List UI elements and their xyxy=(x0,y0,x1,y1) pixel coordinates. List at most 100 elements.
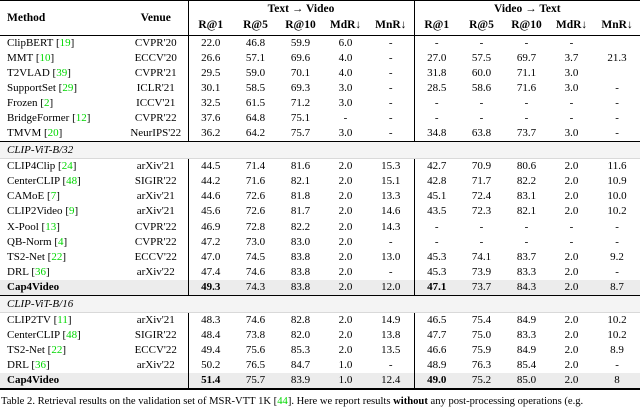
metric-cell: 12.4 xyxy=(368,373,415,390)
section-title: CLIP-ViT-B/32 xyxy=(0,141,640,160)
citation-bracket: ] xyxy=(49,96,54,109)
metric-cell: 75.4 xyxy=(471,314,492,326)
metric-cell: 2.0 xyxy=(564,175,579,188)
method-name: CLIP4Clip xyxy=(7,160,56,173)
metric-cell: - xyxy=(479,220,484,233)
venue-cell: arXiv'21 xyxy=(136,190,175,203)
citation-link[interactable]: 48 xyxy=(66,329,78,342)
header-metric-row: R@1 R@5 R@10 MdR↓ MnR↓ R@1 R@5 R@10 MdR↓ MnR↓ xyxy=(0,17,640,35)
citation-bracket: [ xyxy=(44,250,52,263)
citation-bracket: [ xyxy=(59,329,67,342)
citation-link[interactable]: 4 xyxy=(58,235,64,248)
metric-cell: 72.4 xyxy=(471,190,492,203)
metric-cell: 14.3 xyxy=(381,220,401,233)
venue-cell: CVPR'22 xyxy=(134,220,177,233)
metric-cell: 70.9 xyxy=(471,160,492,173)
metric-cell: - xyxy=(524,96,529,109)
metric-cell: 10.0 xyxy=(607,190,627,203)
citation-link[interactable]: 10 xyxy=(39,51,51,64)
table-row: TS2-Net [22] ECCV'22 49.4 75.6 85.3 2.0 13.5 46… xyxy=(0,343,640,359)
citation-link[interactable]: 13 xyxy=(45,220,57,233)
table-row: CAMoE [7] arXiv'21 44.6 72.6 81.8 2.0 13.3 45.1… xyxy=(0,189,640,205)
metric-cell: 51.4 xyxy=(187,373,233,390)
citation-link[interactable]: 22 xyxy=(51,344,63,357)
venue-cell: arXiv'21 xyxy=(136,314,175,326)
metric-cell: 84.7 xyxy=(290,359,311,372)
metric-cell: 2.0 xyxy=(338,205,353,218)
method-name: Cap4Video xyxy=(7,374,60,387)
method-name: Frozen xyxy=(7,96,38,109)
citation-link[interactable]: 12 xyxy=(75,111,87,124)
citation-link[interactable]: 44 xyxy=(277,396,288,408)
metric-cell: 14.9 xyxy=(381,314,401,326)
citation-link[interactable]: 2 xyxy=(43,96,50,109)
venue-cell: arXiv'22 xyxy=(136,265,175,278)
metric-cell: 9.2 xyxy=(610,250,624,263)
metric-cell: 85.0 xyxy=(504,373,550,390)
metric-cell: - xyxy=(524,220,529,233)
citation-link[interactable]: 29 xyxy=(62,81,74,94)
metric-cell: - xyxy=(615,220,619,233)
method-name: CenterCLIP xyxy=(7,329,60,342)
metric-cell: 2.0 xyxy=(338,250,353,263)
citation-link[interactable]: 7 xyxy=(50,190,57,203)
metric-cell xyxy=(594,66,640,81)
citation-link[interactable]: 20 xyxy=(47,127,59,140)
table-row: ClipBERT [19] CVPR'20 22.0 46.8 59.9 6.0 - - - - - xyxy=(0,35,640,51)
metric-cell: 74.6 xyxy=(245,314,266,326)
venue-cell: ICLR'21 xyxy=(136,81,175,94)
citation-link[interactable]: 48 xyxy=(66,175,78,188)
metric-cell: 58.6 xyxy=(471,81,492,94)
metric-cell: - xyxy=(569,111,574,124)
citation-bracket: [ xyxy=(69,111,76,124)
metric-cell: 73.7 xyxy=(459,279,505,296)
metric-cell: - xyxy=(413,35,460,51)
method-name: CenterCLIP xyxy=(7,175,60,188)
col-header-metric: MdR↓ xyxy=(329,19,362,32)
metric-cell: 46.8 xyxy=(245,36,266,49)
citation-link[interactable]: 11 xyxy=(57,314,68,326)
citation-bracket: ] xyxy=(77,329,81,342)
method-name: DRL xyxy=(7,359,29,372)
metric-cell: 81.8 xyxy=(290,190,311,203)
metric-cell: 71.7 xyxy=(471,175,492,188)
metric-cell: 76.3 xyxy=(471,359,492,372)
citation-link[interactable]: 39 xyxy=(56,66,68,79)
citation-link[interactable]: 24 xyxy=(61,160,73,173)
metric-cell: 71.6 xyxy=(516,81,537,94)
metric-cell: 49.0 xyxy=(413,373,460,390)
metric-cell: 2.0 xyxy=(323,279,368,296)
metric-cell: 2.0 xyxy=(564,160,579,173)
metric-cell: - xyxy=(388,66,393,79)
metric-cell: 83.8 xyxy=(278,279,323,296)
metric-cell: 57.5 xyxy=(471,51,492,64)
venue-cell: ECCV'20 xyxy=(134,51,177,64)
venue-cell: CVPR'21 xyxy=(134,66,177,79)
metric-cell: 42.8 xyxy=(413,174,460,190)
metric-cell: 2.0 xyxy=(338,235,353,248)
metric-cell: 2.0 xyxy=(338,314,353,326)
metric-cell: 31.8 xyxy=(413,65,460,81)
citation-link[interactable]: 36 xyxy=(35,265,47,278)
venue-cell xyxy=(124,373,188,390)
metric-cell: 48.3 xyxy=(187,312,233,329)
col-header-metric: MnR↓ xyxy=(601,19,633,32)
section-title: CLIP-ViT-B/16 xyxy=(0,295,640,313)
metric-cell: 83.8 xyxy=(290,250,311,263)
metric-cell: 3.0 xyxy=(564,127,579,140)
citation-link[interactable]: 9 xyxy=(68,205,75,218)
metric-cell: - xyxy=(413,234,460,250)
citation-link[interactable]: 19 xyxy=(59,36,71,49)
metric-cell: 10.9 xyxy=(607,175,627,188)
col-header-venue: Venue xyxy=(140,11,171,24)
method-cell: TS2-Net [22] xyxy=(0,250,124,265)
metric-cell: 63.8 xyxy=(471,127,492,140)
metric-cell: 2.0 xyxy=(564,344,579,357)
metric-cell: 10.2 xyxy=(607,329,627,342)
metric-cell: 71.4 xyxy=(245,160,266,173)
metric-cell: - xyxy=(615,96,619,109)
citation-link[interactable]: 36 xyxy=(35,359,47,372)
venue-cell: CVPR'22 xyxy=(134,235,177,248)
table-row: DRL [36] arXiv'22 50.2 76.5 84.7 1.0 - 48.9 76.3… xyxy=(0,358,640,374)
citation-link[interactable]: 22 xyxy=(51,250,63,263)
